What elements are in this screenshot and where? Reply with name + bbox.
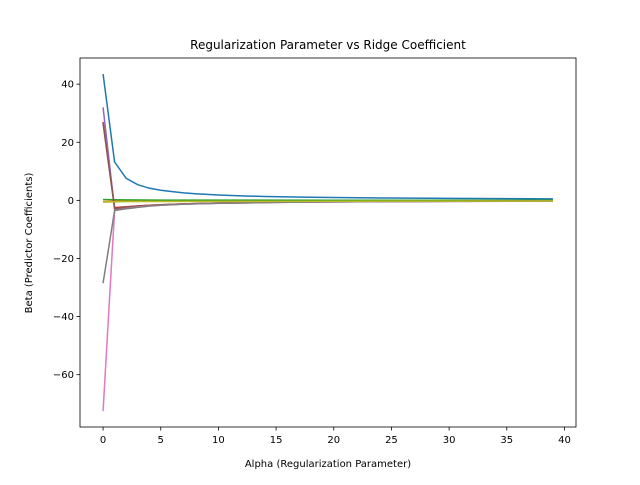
series-line-4 [102, 121, 553, 209]
x-tick-label: 20 [327, 435, 340, 446]
x-tick-label: 5 [158, 435, 164, 446]
series-lines [102, 73, 553, 412]
y-tick-label: −20 [53, 254, 74, 265]
x-tick-label: 40 [558, 435, 571, 446]
x-axis-label: Alpha (Regularization Parameter) [245, 459, 411, 470]
y-tick-label: −60 [53, 370, 74, 381]
series-line-8 [102, 200, 553, 284]
x-tick-label: 0 [100, 435, 106, 446]
series-line-3 [103, 198, 553, 202]
x-tick-label: 10 [212, 435, 225, 446]
x-tick-label: 15 [270, 435, 283, 446]
x-tick-label: 35 [500, 435, 513, 446]
series-line-5 [102, 107, 553, 210]
series-line-1 [102, 73, 553, 200]
y-axis-ticks: −60 −40 −20 0 20 40 [53, 80, 80, 381]
y-tick-label: 40 [61, 80, 74, 91]
y-axis-label: Beta (Predictor Coefficients) [24, 173, 35, 314]
series-line-6 [102, 123, 553, 210]
series-line-9 [103, 200, 553, 203]
y-tick-label: −40 [53, 312, 74, 323]
x-axis-ticks: 0 5 10 15 20 25 30 35 40 [100, 427, 571, 446]
plot-frame [79, 57, 577, 428]
x-tick-label: 25 [385, 435, 398, 446]
y-tick-label: 20 [61, 138, 74, 149]
y-tick-label: 0 [68, 196, 74, 207]
chart-title: Regularization Parameter vs Ridge Coeffi… [190, 38, 466, 52]
x-tick-label: 30 [443, 435, 456, 446]
series-line-7 [102, 200, 553, 412]
